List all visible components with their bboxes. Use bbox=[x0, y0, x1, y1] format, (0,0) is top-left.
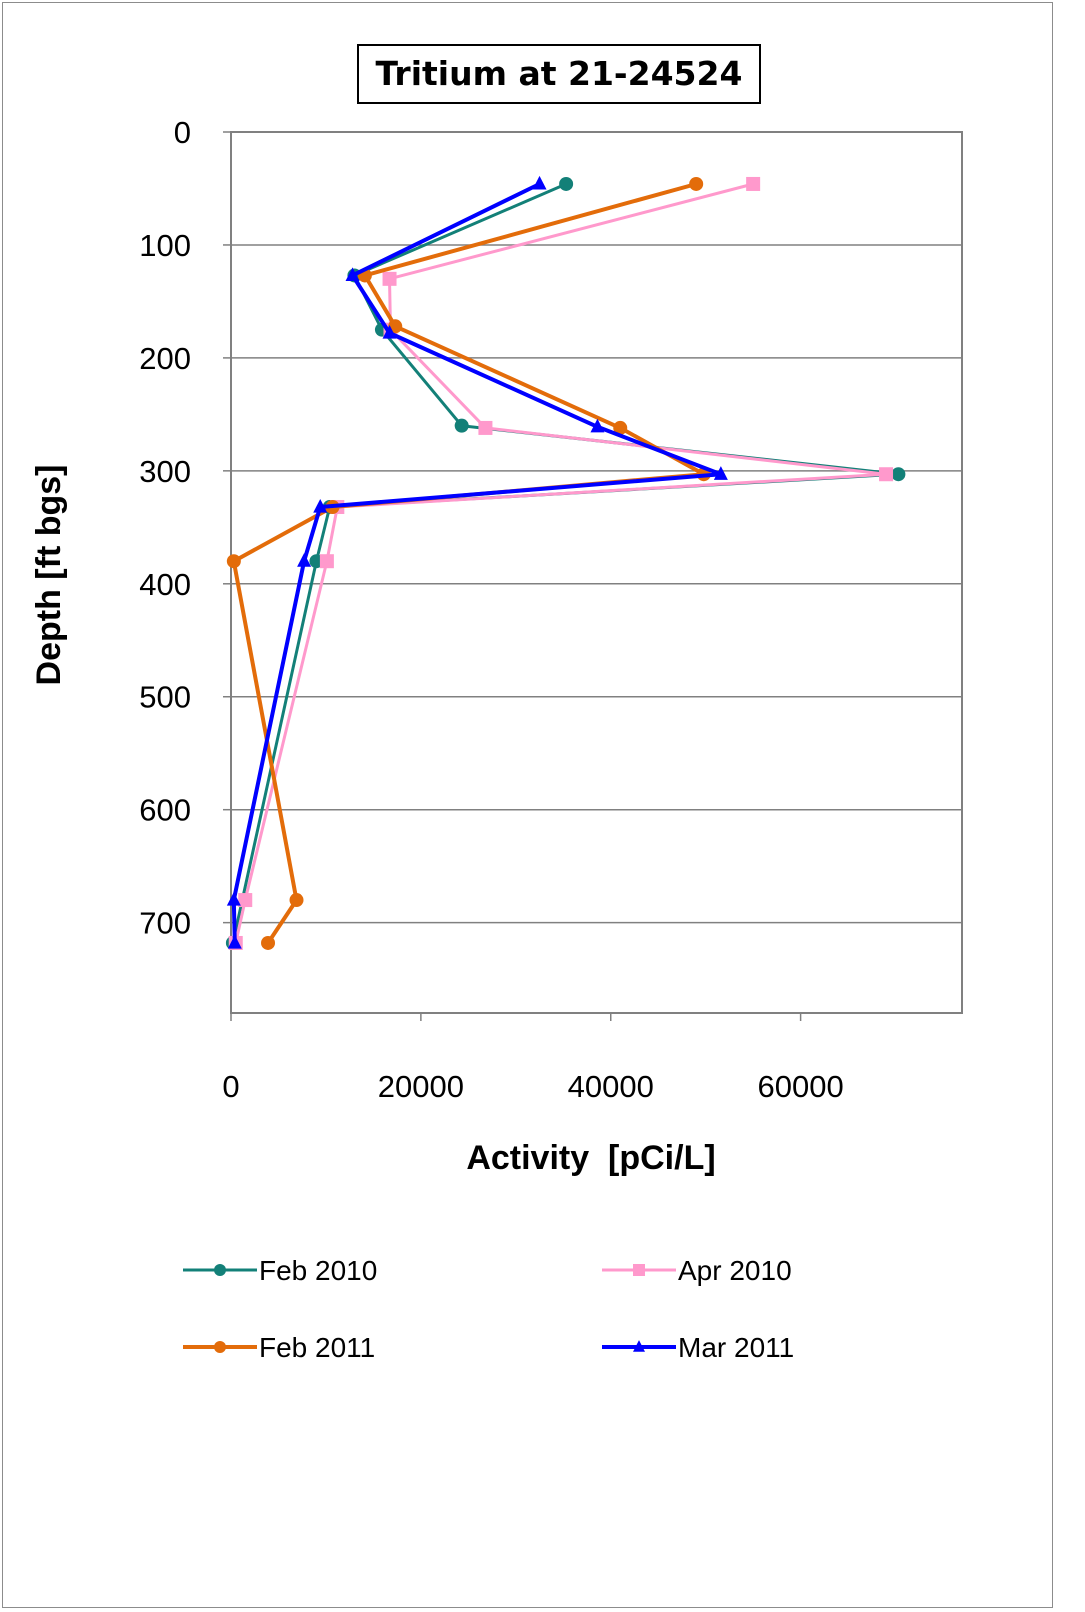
data-point bbox=[345, 267, 360, 282]
legend-item: Feb 2010 bbox=[183, 1255, 377, 1286]
data-point bbox=[689, 176, 704, 191]
legend-item: Mar 2011 bbox=[602, 1332, 794, 1363]
x-tick-label: 40000 bbox=[568, 1069, 654, 1104]
data-point bbox=[879, 467, 894, 482]
legend-label: Feb 2011 bbox=[259, 1332, 375, 1363]
data-point bbox=[261, 935, 276, 950]
legend-label: Mar 2011 bbox=[678, 1332, 794, 1363]
y-tick-label: 200 bbox=[139, 341, 191, 376]
x-tick-label: 0 bbox=[222, 1069, 239, 1104]
title-frame bbox=[357, 44, 761, 104]
data-point bbox=[478, 420, 493, 435]
legend-swatch-marker bbox=[214, 1341, 226, 1353]
y-tick-label: 500 bbox=[139, 680, 191, 715]
legend-item: Apr 2010 bbox=[602, 1255, 792, 1286]
data-point bbox=[382, 324, 397, 339]
data-point bbox=[590, 418, 605, 433]
y-axis-label: Depth [ft bgs] bbox=[30, 465, 68, 686]
x-axis-label: Activity [pCi/L] bbox=[466, 1139, 715, 1177]
legend-swatch-marker bbox=[633, 1340, 645, 1352]
data-point bbox=[227, 934, 242, 949]
plot-area bbox=[230, 131, 963, 1014]
y-tick-label: 600 bbox=[139, 793, 191, 828]
legend-swatch-marker bbox=[633, 1264, 645, 1276]
legend: Feb 2010 Apr 2010 Feb 2011 Mar 2011 bbox=[183, 1255, 794, 1363]
y-tick-label: 0 bbox=[174, 115, 191, 150]
data-point bbox=[238, 893, 253, 908]
x-tick-label: 60000 bbox=[758, 1069, 844, 1104]
data-point bbox=[454, 418, 469, 433]
y-tick-label: 100 bbox=[139, 228, 191, 263]
y-tick-label: 400 bbox=[139, 567, 191, 602]
legend-swatch-marker bbox=[214, 1264, 226, 1276]
data-point bbox=[891, 467, 906, 482]
chart-title: Tritium at 21-24524 bbox=[376, 54, 743, 93]
data-point bbox=[319, 554, 334, 569]
y-tick-label: 700 bbox=[139, 906, 191, 941]
series-layer bbox=[225, 175, 906, 950]
data-point bbox=[226, 554, 241, 569]
series-mar-2011 bbox=[226, 175, 728, 949]
data-point bbox=[532, 175, 547, 190]
data-point bbox=[226, 892, 241, 906]
chart-title-box: Tritium at 21-24524 bbox=[357, 44, 761, 104]
data-point bbox=[613, 420, 628, 435]
x-tick-label: 20000 bbox=[378, 1069, 464, 1104]
data-point bbox=[297, 553, 312, 567]
y-tick-label: 300 bbox=[139, 454, 191, 489]
gridlines bbox=[231, 244, 962, 924]
data-point bbox=[713, 466, 728, 480]
x-axis-ticks: 0 20000 40000 60000 bbox=[222, 1013, 844, 1104]
legend-label: Feb 2010 bbox=[259, 1255, 377, 1286]
y-axis-ticks: 0 100 200 300 400 500 600 700 bbox=[139, 115, 231, 941]
data-point bbox=[559, 176, 574, 191]
data-point bbox=[289, 893, 304, 908]
data-point bbox=[746, 176, 761, 191]
legend-item: Feb 2011 bbox=[183, 1332, 375, 1363]
data-point bbox=[313, 498, 328, 513]
data-point bbox=[382, 271, 397, 286]
legend-label: Apr 2010 bbox=[678, 1255, 792, 1286]
